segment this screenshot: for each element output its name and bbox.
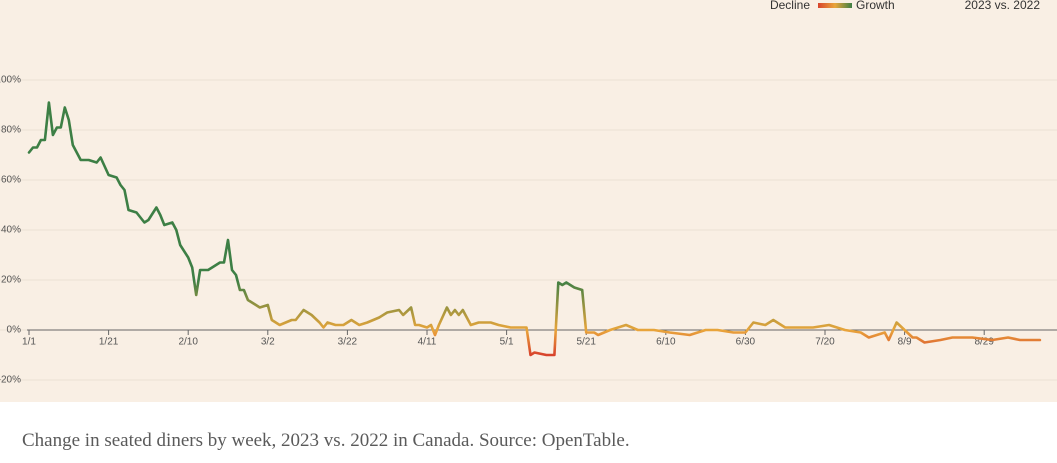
x-tick-label: 3/22 [338, 337, 358, 348]
y-tick-label: 40% [1, 225, 21, 236]
x-tick-label: 6/30 [736, 337, 756, 348]
x-tick-label: 3/2 [261, 337, 275, 348]
y-tick-label: 100% [0, 75, 21, 86]
series-label: 2023 vs. 2022 [965, 0, 1041, 12]
legend-low: Decline [770, 0, 810, 12]
x-tick-label: 1/1 [22, 337, 36, 348]
legend-high: Growth [856, 0, 895, 12]
caption: Change in seated diners by week, 2023 vs… [22, 430, 630, 451]
x-tick-label: 6/10 [656, 337, 676, 348]
y-tick-label: 60% [1, 175, 21, 186]
x-tick-label: 7/20 [815, 337, 835, 348]
x-tick-label: 5/1 [500, 337, 514, 348]
y-tick-label: 80% [1, 125, 21, 136]
x-tick-label: 5/21 [576, 337, 596, 348]
x-tick-label: 2/10 [178, 337, 198, 348]
x-tick-label: 1/21 [99, 337, 119, 348]
x-tick-label: 8/9 [898, 337, 912, 348]
x-tick-label: 8/29 [974, 337, 994, 348]
y-tick-label: -20% [0, 375, 21, 386]
series-line [27, 101, 1042, 357]
x-tick-label: 4/11 [418, 337, 437, 348]
legend-gradient [818, 3, 852, 8]
chart: Decline Growth 2023 vs. 2022 -20% 0% 20% 40… [0, 0, 1057, 402]
y-tick-label: 0% [7, 325, 22, 336]
y-tick-label: 20% [1, 275, 21, 286]
